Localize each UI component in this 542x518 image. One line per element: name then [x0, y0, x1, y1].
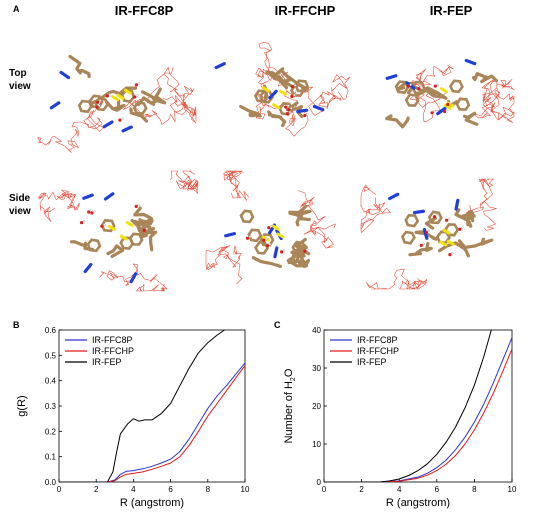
legend-label: IR-FEP	[357, 357, 387, 367]
x-axis-label: R (angstrom)	[120, 497, 184, 509]
x-tick-label: 4	[131, 485, 136, 494]
x-axis-label: R (angstrom)	[386, 497, 450, 509]
molecule-snapshot	[214, 42, 351, 137]
panel-letter: C	[274, 320, 281, 330]
y-tick-label: 0.0	[45, 478, 57, 487]
row-label-line: Top	[9, 68, 27, 79]
x-tick-label: 6	[435, 485, 440, 494]
series-line	[324, 330, 492, 482]
series-line	[59, 362, 245, 482]
legend-label: IR-FFCHP	[92, 346, 134, 356]
y-tick-label: 10	[312, 440, 321, 449]
series-line	[324, 348, 512, 482]
y-axis-label: Number of H2O	[283, 368, 297, 443]
y-tick-label: 30	[312, 364, 321, 373]
molecule-title-ir-fep: IR-FEP	[429, 3, 473, 18]
y-tick-label: 0.1	[45, 453, 57, 462]
y-tick-label: 20	[312, 402, 321, 411]
chart-c-water-count: C 0 2 4 6 8 10 0 10 20 30 40 R (angstrom) Number of H…	[274, 320, 517, 509]
molecule-snapshot	[37, 170, 199, 292]
x-tick-label: 0	[322, 485, 327, 494]
molecule-snapshot	[37, 54, 197, 153]
row-label-line: Side	[9, 193, 31, 204]
molecule-snapshot	[385, 58, 515, 129]
molecule-title-ir-ffchp: IR-FFCHP	[274, 3, 336, 18]
plot-frame	[323, 329, 513, 483]
series-line	[59, 365, 245, 482]
panel-letter: B	[13, 320, 20, 330]
panel-a-letter: A	[13, 4, 20, 14]
row-label-line: view	[9, 81, 31, 92]
series-line	[324, 337, 512, 482]
x-tick-label: 6	[168, 485, 173, 494]
plot-frame	[58, 329, 246, 483]
y-tick-label: 0.6	[45, 326, 57, 335]
y-tick-label: 0.3	[45, 402, 57, 411]
series-line	[59, 330, 225, 482]
x-tick-label: 8	[472, 485, 477, 494]
molecule-snapshot	[205, 170, 336, 285]
y-tick-label: 0.2	[45, 427, 57, 436]
row-label-top-view: Top view	[9, 67, 31, 93]
row-label-line: view	[9, 206, 31, 217]
legend-label: IR-FFC8P	[357, 335, 398, 345]
x-tick-label: 2	[94, 485, 99, 494]
molecule-snapshot	[360, 178, 497, 290]
y-tick-label: 0.5	[45, 351, 57, 360]
x-tick-label: 10	[508, 485, 517, 494]
y-tick-label: 0.4	[45, 377, 57, 386]
x-tick-label: 8	[206, 485, 211, 494]
y-tick-label: 0	[317, 478, 322, 487]
chart-b-gr: B 0 2 4 6 8 10 0.0 0.1 0.2 0.3 0.4 0.5 0.6 R (angstrom…	[13, 320, 250, 509]
molecular-snapshots	[37, 42, 515, 292]
x-tick-label: 0	[57, 485, 62, 494]
x-tick-label: 10	[241, 485, 250, 494]
molecule-title-ir-ffc8p: IR-FFC8P	[114, 3, 174, 18]
legend-label: IR-FFCHP	[357, 346, 399, 356]
x-tick-label: 2	[359, 485, 364, 494]
row-label-side-view: Side view	[9, 192, 31, 218]
x-tick-label: 4	[397, 485, 402, 494]
legend-label: IR-FFC8P	[92, 335, 133, 345]
legend-label: IR-FEP	[92, 357, 122, 367]
y-tick-label: 40	[312, 326, 321, 335]
y-axis-label: g(R)	[16, 395, 28, 416]
